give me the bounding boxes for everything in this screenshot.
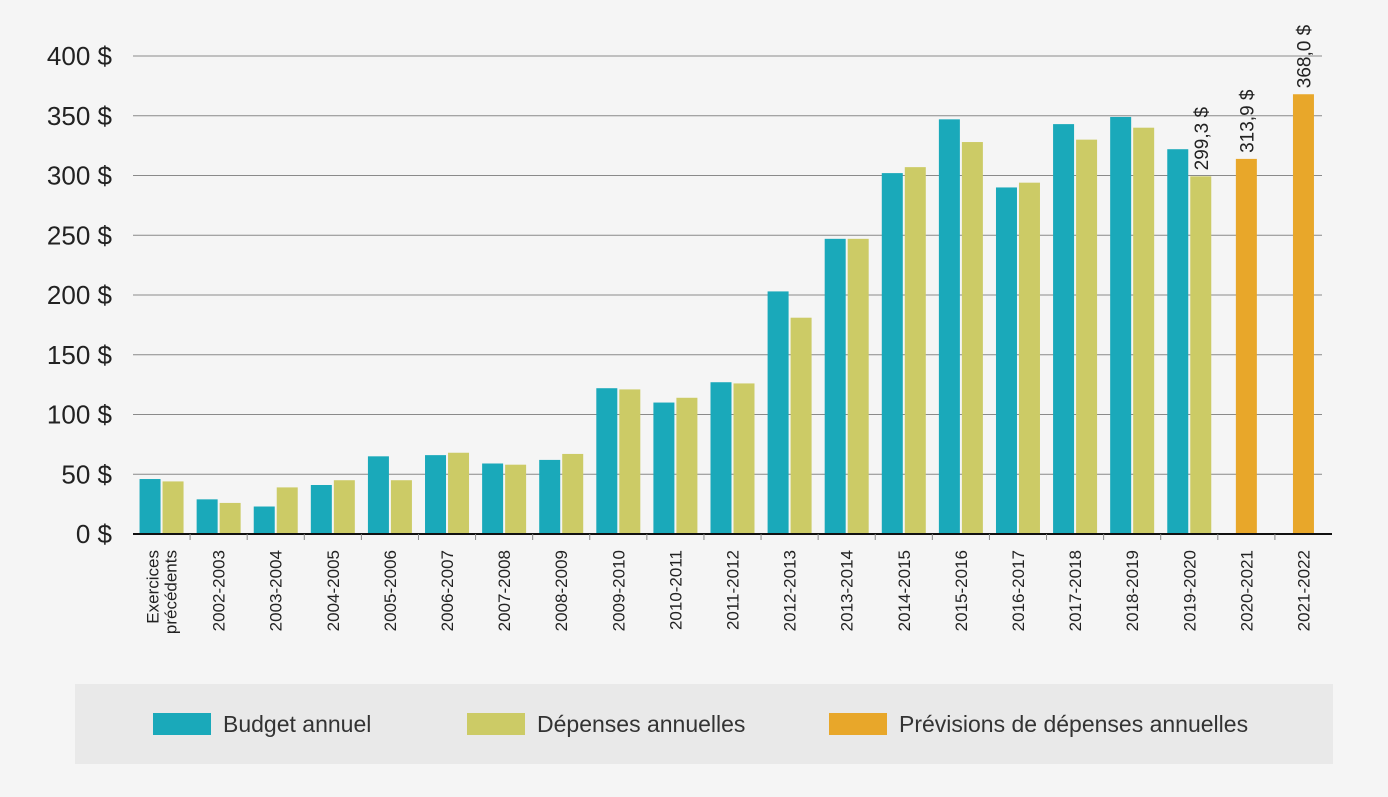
y-tick-label: 300 $ bbox=[47, 161, 113, 191]
bar bbox=[425, 455, 447, 534]
y-tick-label: 150 $ bbox=[47, 340, 113, 370]
bar bbox=[733, 383, 755, 534]
bar bbox=[310, 485, 332, 534]
bars bbox=[139, 94, 1314, 535]
x-axis bbox=[133, 533, 1332, 540]
bar bbox=[276, 487, 298, 534]
bar bbox=[676, 397, 698, 534]
x-tick-label: 2011-2012 bbox=[724, 550, 743, 630]
bar bbox=[505, 464, 527, 534]
legend-item-depenses: Dépenses annuelles bbox=[467, 710, 746, 737]
bar bbox=[1133, 127, 1155, 534]
y-tick-label: 0 $ bbox=[76, 519, 113, 549]
bar bbox=[995, 187, 1017, 534]
bar bbox=[904, 167, 926, 534]
bar bbox=[562, 453, 584, 534]
bar bbox=[219, 502, 241, 534]
y-tick-label: 250 $ bbox=[47, 220, 113, 250]
x-tick-label: 2006-2007 bbox=[438, 550, 457, 631]
bar bbox=[619, 389, 641, 534]
bar bbox=[367, 456, 389, 534]
bar bbox=[196, 499, 218, 534]
bar bbox=[1292, 94, 1314, 535]
bar bbox=[847, 238, 869, 534]
gridlines bbox=[133, 55, 1322, 475]
legend-item-budget: Budget annuel bbox=[153, 710, 372, 737]
bar bbox=[961, 142, 983, 535]
bar bbox=[938, 119, 960, 535]
bar bbox=[881, 173, 903, 535]
bar bbox=[767, 291, 789, 534]
x-tick-label: 2012-2013 bbox=[781, 550, 800, 631]
bar bbox=[333, 480, 355, 534]
bar bbox=[448, 452, 470, 534]
x-tick-label: 2020-2021 bbox=[1237, 550, 1256, 631]
legend-item-previsions: Prévisions de dépenses annuelles bbox=[829, 710, 1249, 737]
y-axis-ticks: 0 $ 50 $ 100 $ 150 $ 200 $ 250 $ 300 $ 350 $ 400… bbox=[47, 41, 113, 549]
bar bbox=[390, 480, 412, 534]
x-tick-label: 2019-2020 bbox=[1180, 550, 1199, 631]
y-tick-label: 100 $ bbox=[47, 400, 113, 430]
x-tick-label: 2004-2005 bbox=[324, 550, 343, 631]
bar bbox=[1110, 116, 1132, 534]
bar bbox=[1235, 158, 1257, 534]
x-tick-label: 2002-2003 bbox=[210, 550, 229, 631]
x-tick-label: 2013-2014 bbox=[838, 550, 857, 631]
bar bbox=[596, 388, 618, 534]
data-label: 299,3 $ bbox=[1192, 107, 1213, 171]
x-tick-label: 2007-2008 bbox=[495, 550, 514, 631]
bar bbox=[1190, 176, 1212, 535]
x-tick-label: 2010-2011 bbox=[666, 550, 685, 630]
legend-label-previsions: Prévisions de dépenses annuelles bbox=[899, 710, 1249, 737]
legend-swatch-budget bbox=[153, 713, 211, 735]
x-tick-label: 2008-2009 bbox=[552, 550, 571, 631]
y-tick-label: 350 $ bbox=[47, 101, 113, 131]
bar bbox=[482, 463, 504, 534]
bar bbox=[653, 402, 675, 534]
x-tick-label: 2016-2017 bbox=[1009, 550, 1028, 631]
bar bbox=[790, 317, 812, 534]
legend: Budget annuel Dépenses annuelles Prévisi… bbox=[75, 684, 1333, 764]
x-tick-label: 2003-2004 bbox=[267, 550, 286, 631]
bar bbox=[253, 506, 275, 534]
data-labels: 299,3 $ 313,9 $ 368,0 $ bbox=[1192, 24, 1316, 170]
y-tick-label: 400 $ bbox=[47, 41, 113, 71]
x-tick-label: 2017-2018 bbox=[1066, 550, 1085, 631]
y-tick-label: 200 $ bbox=[47, 280, 113, 310]
x-tick-label: 2014-2015 bbox=[895, 550, 914, 631]
data-label: 313,9 $ bbox=[1237, 89, 1258, 153]
legend-label-budget: Budget annuel bbox=[223, 710, 372, 737]
data-label: 368,0 $ bbox=[1294, 24, 1315, 88]
x-tick-label: 2018-2019 bbox=[1123, 550, 1142, 631]
bar bbox=[539, 459, 561, 534]
x-tick-label: Exercicesprécédents bbox=[144, 550, 181, 634]
x-tick-label: 2015-2016 bbox=[952, 550, 971, 631]
x-tick-label: 2005-2006 bbox=[381, 550, 400, 631]
x-tick-label: 2009-2010 bbox=[609, 550, 628, 631]
legend-swatch-previsions bbox=[829, 713, 887, 735]
legend-swatch-depenses bbox=[467, 713, 525, 735]
bar bbox=[1167, 149, 1189, 534]
bar bbox=[1076, 139, 1098, 534]
legend-label-depenses: Dépenses annuelles bbox=[537, 710, 746, 737]
y-tick-label: 50 $ bbox=[61, 459, 112, 489]
bar bbox=[824, 238, 846, 534]
bar bbox=[162, 481, 184, 534]
bar bbox=[1053, 124, 1075, 535]
bar bbox=[710, 382, 732, 534]
x-tick-label: 2021-2022 bbox=[1294, 550, 1313, 631]
bar bbox=[1018, 182, 1040, 535]
x-axis-ticks: Exercicesprécédents 2002-2003 2003-2004 200… bbox=[144, 550, 1314, 634]
bar bbox=[139, 479, 161, 534]
